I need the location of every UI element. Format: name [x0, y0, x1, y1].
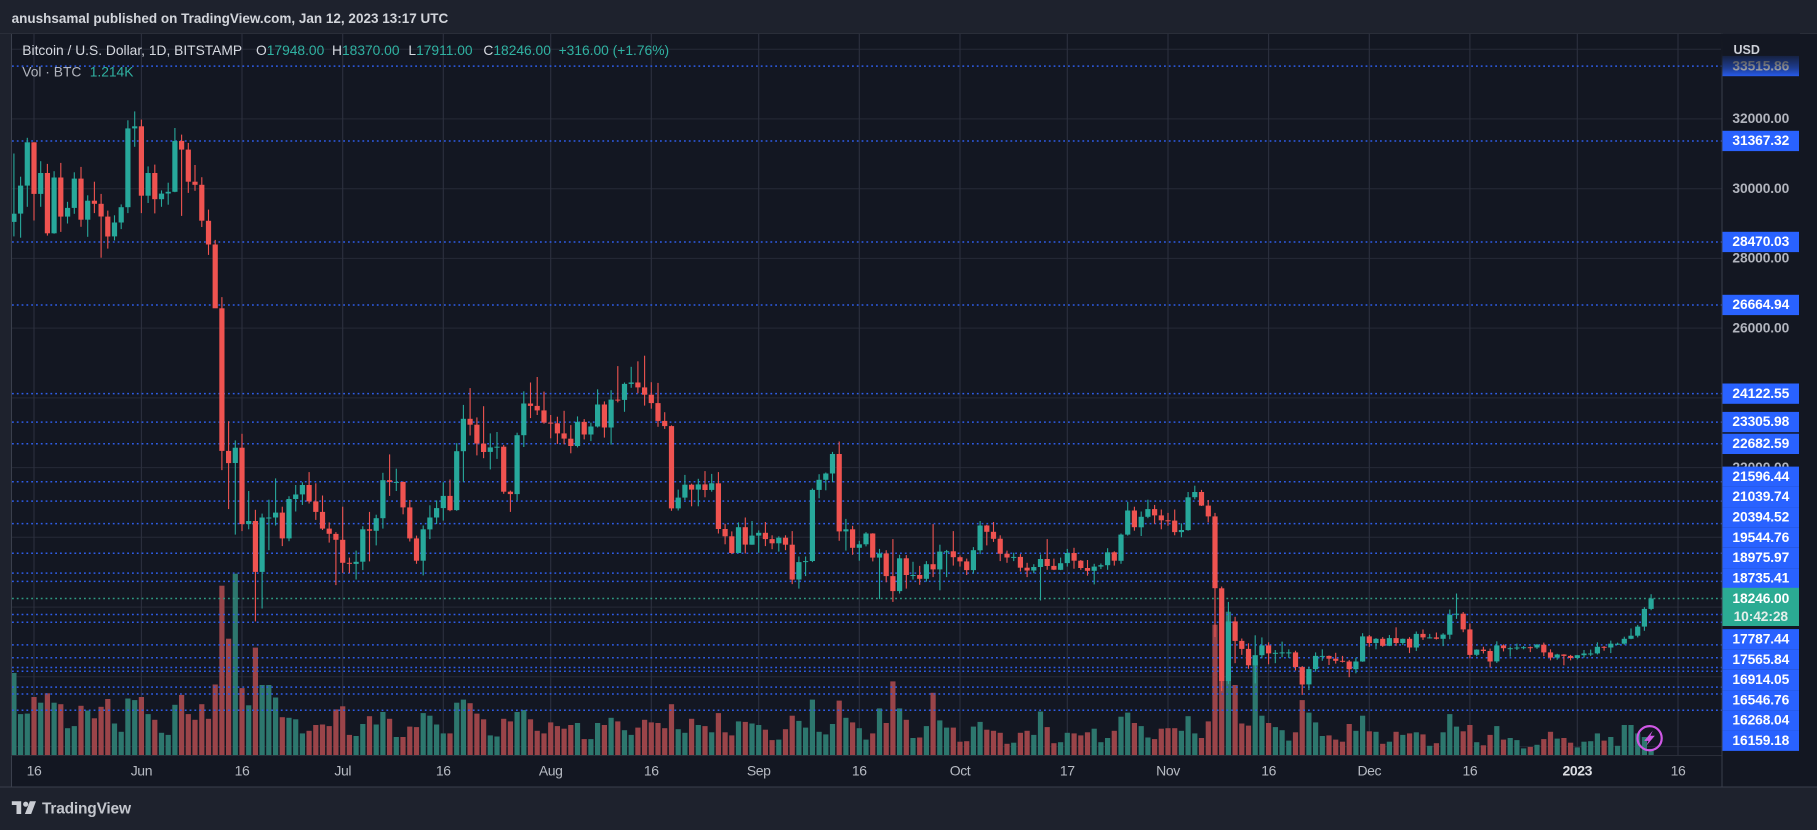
svg-text:28470.03: 28470.03 — [1732, 234, 1789, 249]
svg-text:22682.59: 22682.59 — [1732, 436, 1789, 451]
svg-text:23305.98: 23305.98 — [1732, 414, 1789, 429]
svg-text:16: 16 — [436, 763, 451, 779]
svg-text:Oct: Oct — [950, 763, 971, 779]
svg-text:31367.32: 31367.32 — [1732, 133, 1789, 148]
svg-text:30000.00: 30000.00 — [1732, 181, 1789, 196]
svg-text:17: 17 — [1060, 763, 1075, 779]
svg-text:anushsamal published on Tradin: anushsamal published on TradingView.com,… — [12, 11, 449, 26]
svg-text:26000.00: 26000.00 — [1732, 320, 1789, 335]
svg-text:16: 16 — [1463, 763, 1478, 779]
svg-text:L17911.00: L17911.00 — [408, 43, 473, 58]
svg-text:Sep: Sep — [747, 763, 771, 779]
svg-text:24122.55: 24122.55 — [1732, 386, 1789, 401]
svg-text:19544.76: 19544.76 — [1732, 530, 1789, 545]
svg-text:USD: USD — [1734, 43, 1760, 57]
svg-text:16: 16 — [27, 763, 42, 779]
svg-text:18975.97: 18975.97 — [1732, 550, 1789, 565]
svg-text:16: 16 — [235, 763, 250, 779]
svg-text:Jul: Jul — [334, 763, 351, 779]
svg-text:Jun: Jun — [131, 763, 152, 779]
svg-text:26664.94: 26664.94 — [1732, 297, 1789, 312]
svg-text:2023: 2023 — [1563, 763, 1593, 779]
svg-text:10:42:28: 10:42:28 — [1734, 609, 1789, 624]
svg-text:18735.41: 18735.41 — [1732, 570, 1789, 585]
svg-text:O17948.00: O17948.00 — [256, 43, 325, 58]
svg-text:18246.00: 18246.00 — [1732, 591, 1789, 606]
svg-text:16: 16 — [852, 763, 867, 779]
svg-text:+316.00 (+1.76%): +316.00 (+1.76%) — [559, 43, 669, 58]
svg-text:Dec: Dec — [1357, 763, 1381, 779]
svg-text:16159.18: 16159.18 — [1732, 733, 1789, 748]
svg-text:Bitcoin / U.S. Dollar, 1D, BIT: Bitcoin / U.S. Dollar, 1D, BITSTAMP — [22, 43, 242, 58]
svg-text:16: 16 — [1261, 763, 1276, 779]
svg-text:16546.76: 16546.76 — [1732, 692, 1789, 707]
svg-text:1.214K: 1.214K — [90, 64, 135, 79]
svg-text:Aug: Aug — [539, 763, 563, 779]
svg-text:21039.74: 21039.74 — [1732, 489, 1789, 504]
svg-text:32000.00: 32000.00 — [1732, 111, 1789, 126]
svg-text:20394.52: 20394.52 — [1732, 510, 1789, 525]
svg-text:17787.44: 17787.44 — [1732, 632, 1789, 647]
svg-text:17565.84: 17565.84 — [1732, 652, 1789, 667]
svg-text:C18246.00: C18246.00 — [483, 43, 551, 58]
svg-text:16: 16 — [1671, 763, 1686, 779]
svg-text:16268.04: 16268.04 — [1732, 713, 1789, 728]
svg-text:16: 16 — [644, 763, 659, 779]
svg-text:21596.44: 21596.44 — [1732, 469, 1789, 484]
svg-text:H18370.00: H18370.00 — [332, 43, 400, 58]
svg-text:16914.05: 16914.05 — [1732, 672, 1789, 687]
svg-text:28000.00: 28000.00 — [1732, 251, 1789, 266]
svg-text:Nov: Nov — [1156, 763, 1180, 779]
svg-text:Vol · BTC: Vol · BTC — [22, 64, 81, 79]
svg-text:TradingView: TradingView — [42, 801, 132, 818]
